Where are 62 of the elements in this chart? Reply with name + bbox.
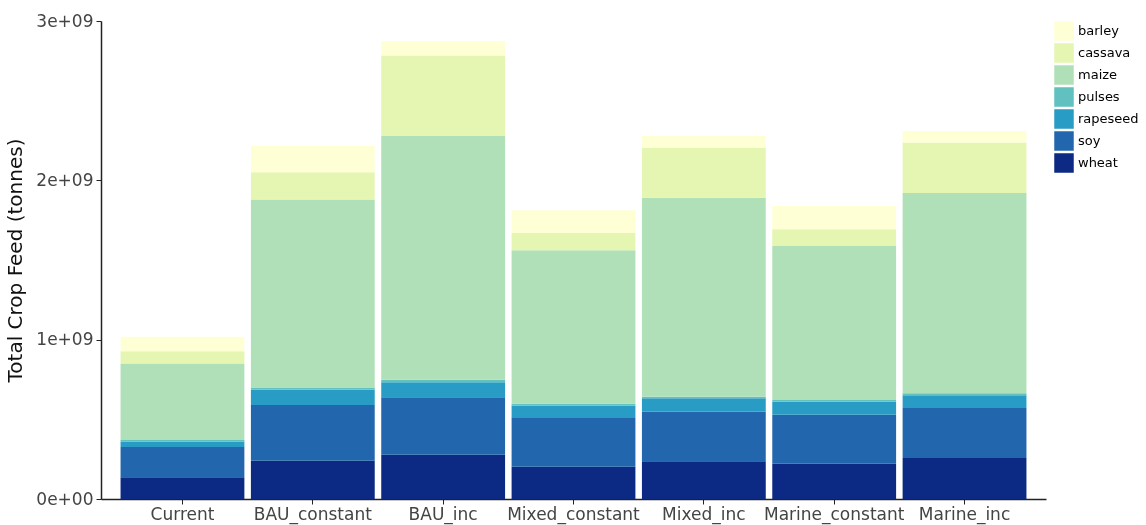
bar: [641, 197, 766, 397]
legend-label: pulses: [1078, 89, 1120, 104]
bar: [641, 135, 766, 148]
bar: [902, 408, 1027, 459]
legend-label: wheat: [1078, 155, 1118, 170]
legend-label: soy: [1078, 133, 1101, 148]
x-tick-label: Marine_constant: [763, 503, 905, 525]
y-axis-title: Total Crop Feed (tonnes): [3, 138, 28, 384]
x-tick-label: BAU_inc: [408, 503, 478, 525]
bar: [250, 389, 375, 405]
bar: [772, 229, 897, 246]
bar: [772, 401, 897, 415]
bar: [120, 351, 245, 364]
legend-label: maize: [1078, 67, 1118, 82]
bar: [381, 41, 506, 56]
bar: [641, 411, 766, 462]
legend-label: rapeseed: [1078, 111, 1139, 126]
bar: [120, 477, 245, 499]
bar: [120, 441, 245, 448]
bar: [381, 397, 506, 455]
bar: [250, 172, 375, 200]
bar: [381, 382, 506, 398]
bar: [250, 460, 375, 499]
x-tick-label: Mixed_inc: [662, 503, 746, 525]
bar: [511, 250, 636, 404]
bar: [120, 447, 245, 478]
bar: [641, 398, 766, 412]
y-tick-label: 3e+09: [36, 10, 94, 31]
bar: [641, 461, 766, 499]
bar: [250, 199, 375, 388]
bar: [902, 458, 1027, 499]
bar: [120, 363, 245, 440]
bar: [772, 414, 897, 464]
bar: [902, 142, 1027, 193]
bar: [511, 210, 636, 233]
bar: [772, 245, 897, 401]
legend-label: cassava: [1078, 45, 1131, 60]
bar: [641, 147, 766, 198]
x-tick-label: BAU_constant: [253, 503, 373, 525]
bar: [120, 336, 245, 352]
y-tick-label: 1e+09: [36, 329, 94, 350]
bar: [902, 192, 1027, 394]
bar: [250, 404, 375, 461]
bar: [511, 232, 636, 251]
bar: [250, 146, 375, 173]
bar: [772, 463, 897, 499]
x-tick-label: Current: [150, 503, 215, 524]
bar: [381, 55, 506, 136]
bar: [902, 130, 1027, 143]
bar: [250, 387, 375, 390]
bar: [772, 205, 897, 230]
legend-label: barley: [1078, 23, 1120, 38]
x-tick-label: Mixed_constant: [507, 503, 641, 525]
x-tick-label: Marine_inc: [918, 503, 1011, 525]
y-tick-label: 0e+00: [36, 488, 94, 509]
bar: [511, 418, 636, 467]
y-tick-label: 2e+09: [36, 169, 94, 190]
bar: [511, 405, 636, 419]
bar: [902, 395, 1027, 409]
bar: [381, 135, 506, 380]
bar: [381, 454, 506, 499]
bar: [511, 466, 636, 499]
